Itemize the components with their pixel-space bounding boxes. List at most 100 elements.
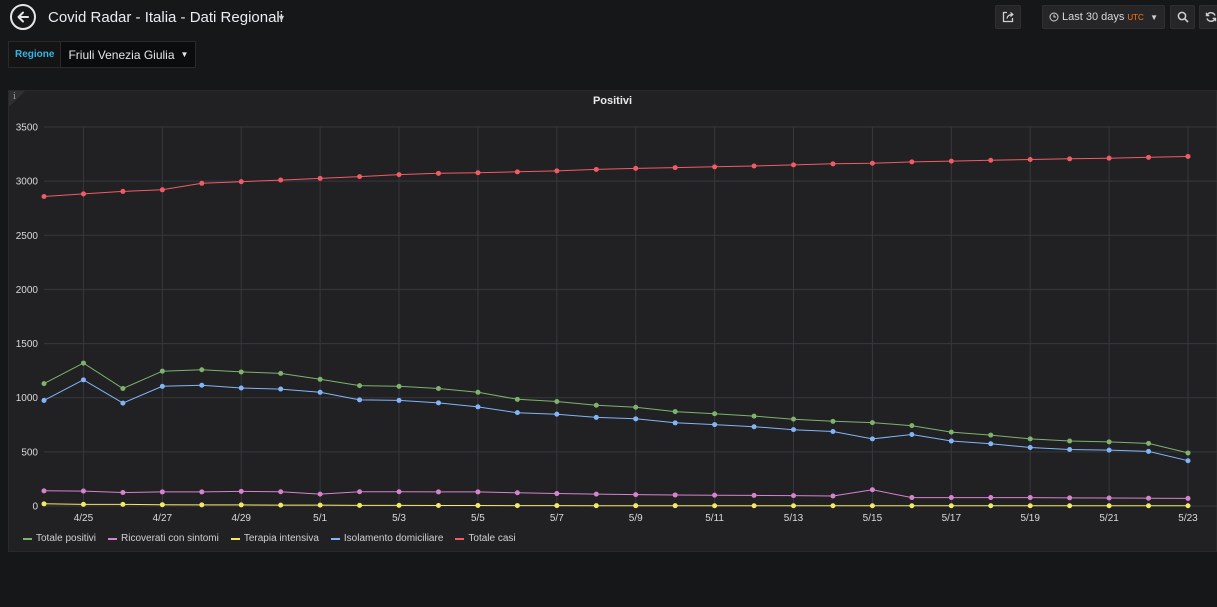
caret-down-icon[interactable]: ▼	[277, 13, 286, 23]
data-point-totale-casi	[475, 170, 481, 176]
refresh-button[interactable]	[1199, 5, 1217, 29]
data-point-terapia-intensiva	[712, 503, 718, 509]
data-point-isolamento-domiciliare	[120, 400, 126, 406]
legend-swatch	[230, 537, 240, 540]
legend-swatch	[455, 537, 465, 540]
data-point-ricoverati-con-sintomi	[238, 488, 244, 494]
legend-label: Ricoverati con sintomi	[121, 533, 219, 544]
data-point-ricoverati-con-sintomi	[751, 492, 757, 498]
y-tick-label: 0	[32, 502, 38, 513]
info-icon[interactable]: i	[13, 92, 16, 102]
data-point-isolamento-domiciliare	[1185, 458, 1191, 464]
panel-info-corner[interactable]	[9, 91, 25, 107]
data-point-totale-casi	[751, 163, 757, 169]
x-tick-label: 4/29	[232, 513, 252, 524]
data-point-isolamento-domiciliare	[633, 416, 639, 422]
data-point-terapia-intensiva	[988, 503, 994, 509]
data-point-totale-casi	[554, 168, 560, 174]
legend-item[interactable]: Ricoverati con sintomi	[108, 533, 219, 544]
data-point-ricoverati-con-sintomi	[791, 493, 797, 499]
data-point-totale-casi	[869, 160, 875, 166]
data-point-isolamento-domiciliare	[672, 420, 678, 426]
data-point-totale-casi	[435, 170, 441, 176]
data-point-terapia-intensiva	[396, 502, 402, 508]
data-point-terapia-intensiva	[791, 503, 797, 509]
x-tick-label: 5/7	[550, 513, 564, 524]
data-point-isolamento-domiciliare	[1067, 446, 1073, 452]
data-point-totale-positivi	[238, 369, 244, 375]
data-point-totale-casi	[80, 191, 86, 197]
time-range-picker[interactable]: Last 30 days UTC ▼	[1042, 5, 1165, 29]
share-dashboard-button[interactable]	[995, 5, 1021, 29]
legend-swatch	[23, 537, 32, 540]
y-tick-label: 3000	[16, 177, 39, 188]
x-tick-label: 4/27	[153, 513, 173, 524]
data-point-totale-positivi	[554, 399, 560, 405]
data-point-isolamento-domiciliare	[159, 383, 165, 389]
chart-legend: Totale positivi Ricoverati con sintomi Ter…	[23, 533, 516, 544]
region-select[interactable]: Friuli Venezia Giulia ▼	[61, 41, 197, 68]
data-point-totale-casi	[238, 179, 244, 185]
data-point-terapia-intensiva	[948, 503, 954, 509]
data-point-ricoverati-con-sintomi	[1146, 495, 1152, 501]
data-point-totale-positivi	[396, 383, 402, 389]
data-point-terapia-intensiva	[80, 501, 86, 507]
data-point-ricoverati-con-sintomi	[830, 493, 836, 499]
data-point-ricoverati-con-sintomi	[712, 492, 718, 498]
data-point-totale-positivi	[159, 368, 165, 374]
zoom-out-button[interactable]	[1170, 5, 1195, 29]
data-point-totale-casi	[712, 164, 718, 170]
y-tick-label: 1000	[16, 393, 39, 404]
search-icon	[1177, 11, 1189, 23]
panel-title[interactable]: Positivi	[592, 95, 633, 107]
data-point-isolamento-domiciliare	[712, 422, 718, 428]
x-tick-label: 5/11	[705, 513, 724, 524]
legend-item[interactable]: Totale positivi	[23, 533, 96, 544]
x-tick-label: 5/15	[863, 513, 883, 524]
data-point-totale-positivi	[869, 420, 875, 426]
x-tick-label: 5/5	[471, 513, 485, 524]
data-point-totale-casi	[1067, 156, 1073, 162]
x-tick-label: 5/3	[392, 513, 406, 524]
legend-item[interactable]: Isolamento domiciliare	[330, 533, 444, 544]
dashboard-title[interactable]: Covid Radar - Italia - Dati Regionali	[48, 9, 284, 26]
data-point-ricoverati-con-sintomi	[1027, 495, 1033, 501]
back-button[interactable]	[10, 4, 36, 30]
legend-item[interactable]: Totale casi	[455, 533, 516, 544]
data-point-terapia-intensiva	[869, 503, 875, 509]
data-point-isolamento-domiciliare	[869, 436, 875, 442]
data-point-totale-positivi	[1185, 450, 1191, 456]
data-point-ricoverati-con-sintomi	[1067, 495, 1073, 501]
data-point-ricoverati-con-sintomi	[199, 489, 205, 495]
data-point-totale-positivi	[514, 396, 520, 402]
data-point-ricoverati-con-sintomi	[41, 488, 47, 494]
data-point-terapia-intensiva	[672, 503, 678, 509]
chart-panel: 0 500 1000 1500 2000 2500 3000 3500 4/25 4/27 4/29…	[8, 90, 1217, 552]
data-point-isolamento-domiciliare	[238, 385, 244, 391]
data-point-terapia-intensiva	[1067, 503, 1073, 509]
data-point-terapia-intensiva	[554, 503, 560, 509]
legend-label: Isolamento domiciliare	[343, 533, 444, 544]
series-line-isolamento-domiciliare	[43, 379, 1189, 462]
series-line-terapia-intensiva	[43, 503, 1188, 507]
data-point-ricoverati-con-sintomi	[633, 492, 639, 498]
legend-label: Terapia intensiva	[243, 533, 319, 544]
legend-item[interactable]: Terapia intensiva	[230, 533, 319, 544]
data-point-isolamento-domiciliare	[751, 424, 757, 430]
data-point-ricoverati-con-sintomi	[909, 495, 915, 501]
data-point-ricoverati-con-sintomi	[357, 489, 363, 495]
data-point-ricoverati-con-sintomi	[80, 488, 86, 494]
data-point-totale-positivi	[909, 423, 915, 429]
data-point-terapia-intensiva	[593, 503, 599, 509]
x-tick-label: 5/19	[1020, 513, 1040, 524]
data-point-ricoverati-con-sintomi	[396, 489, 402, 495]
data-point-isolamento-domiciliare	[909, 432, 915, 438]
data-point-isolamento-domiciliare	[357, 397, 363, 403]
data-point-totale-casi	[1106, 155, 1112, 161]
data-point-totale-positivi	[672, 409, 678, 415]
data-point-totale-casi	[41, 194, 47, 200]
data-point-totale-casi	[514, 169, 520, 175]
y-tick-label: 3500	[16, 123, 39, 134]
data-point-terapia-intensiva	[357, 502, 363, 508]
timezone-label: UTC	[1127, 12, 1144, 22]
